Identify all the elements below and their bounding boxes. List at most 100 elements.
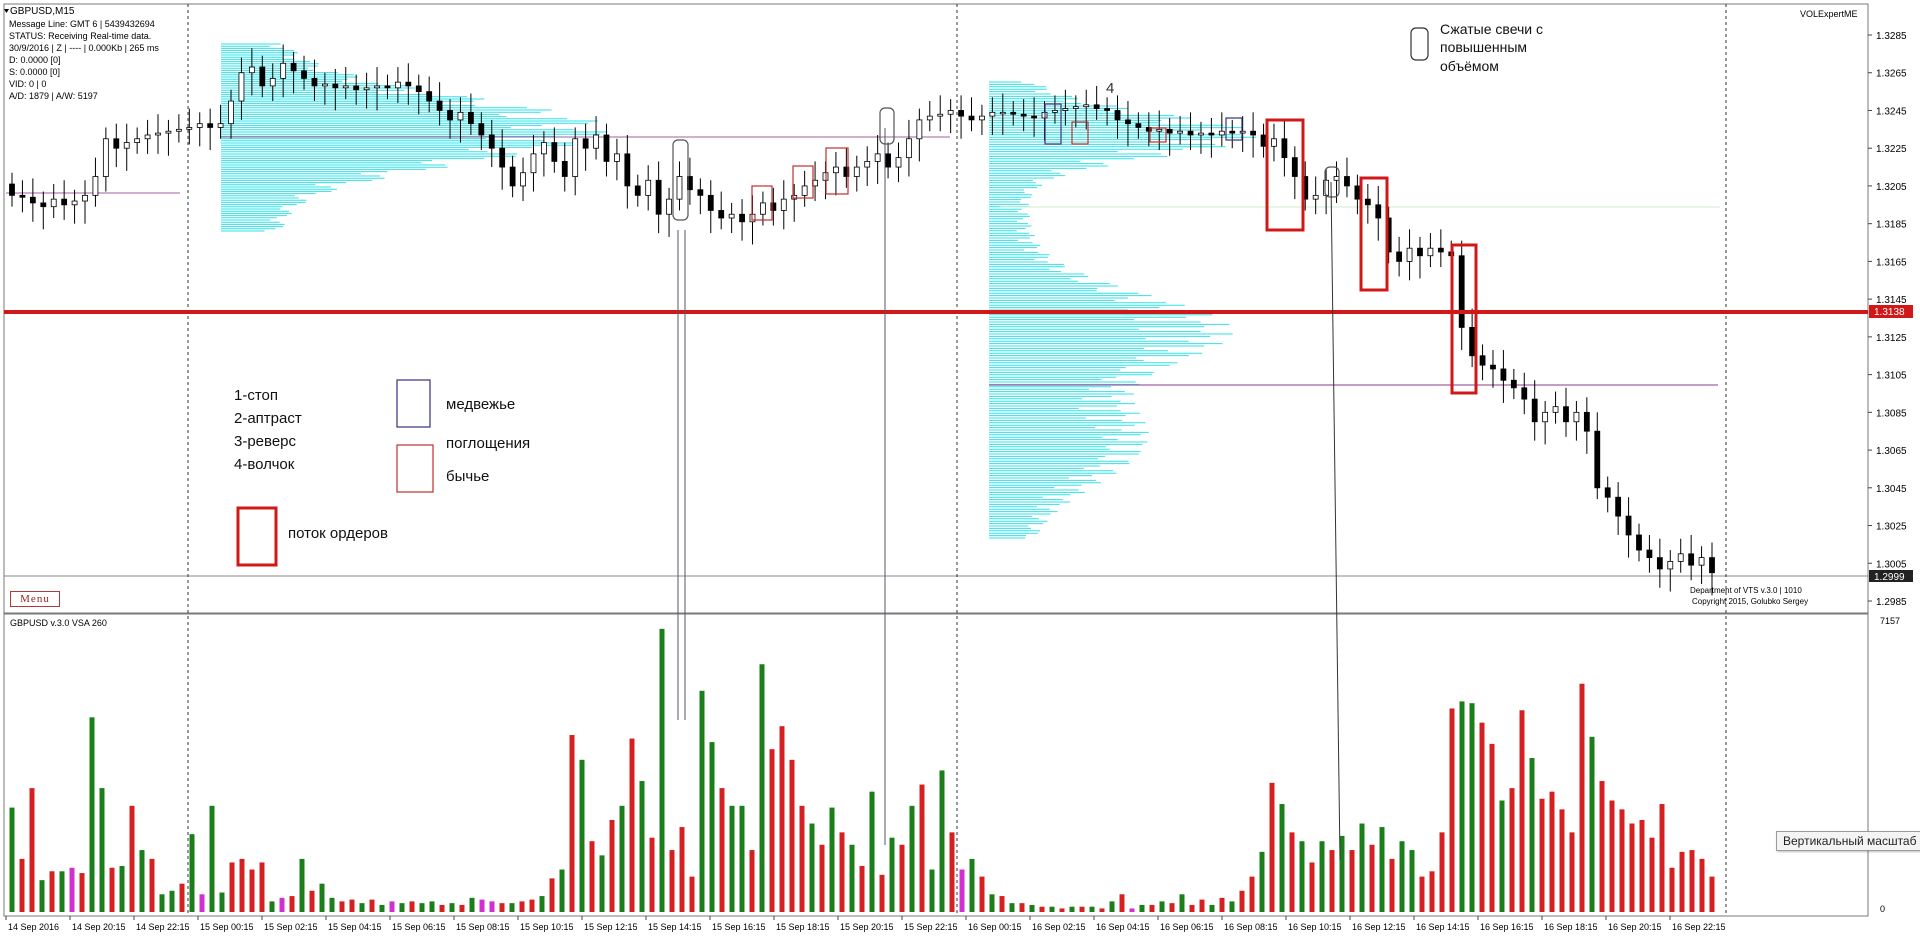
time-tick-label: 16 Sep 06:15: [1160, 922, 1214, 932]
volume-bar: [319, 883, 325, 912]
price-tick-label: 1.3265: [1876, 69, 1907, 80]
volume-bar: [1399, 841, 1405, 912]
volume-bar: [79, 873, 85, 912]
volume-bar: [619, 805, 625, 912]
time-tick-label: 16 Sep 20:15: [1608, 922, 1662, 932]
volume-bar: [779, 726, 785, 912]
time-tick-label: 16 Sep 08:15: [1224, 922, 1278, 932]
candle-body: [499, 147, 506, 168]
time-tick-label: 16 Sep 00:15: [968, 922, 1022, 932]
volume-bar: [1439, 832, 1445, 912]
candle-body: [937, 113, 944, 117]
candle-body: [1354, 185, 1361, 200]
price-tick-label: 1.3125: [1876, 333, 1907, 344]
volume-bar: [1549, 791, 1555, 912]
volume-bar: [1079, 906, 1085, 912]
price-tick-label: 1.3225: [1876, 144, 1907, 155]
volume-panel-frame: [3, 613, 1869, 917]
candle-body: [1208, 132, 1215, 136]
candle-body: [530, 153, 537, 174]
price-tick-label: 1.3245: [1876, 106, 1907, 117]
volume-bar: [1209, 904, 1215, 912]
volume-bar: [679, 827, 685, 912]
volume-bar: [689, 876, 695, 912]
volume-bar: [229, 862, 235, 912]
candle-body: [551, 142, 558, 162]
annotation-box: [1450, 243, 1478, 395]
candle-body: [1218, 130, 1225, 136]
legend-item-spin: 4-волчок: [234, 456, 295, 473]
candle-body: [780, 198, 787, 211]
candle-body: [1312, 194, 1319, 200]
volume-bar: [1689, 850, 1695, 912]
volume-bar: [1269, 782, 1275, 912]
candle-body: [384, 85, 391, 89]
candle-body: [1333, 176, 1340, 181]
candle-body: [467, 111, 474, 125]
volume-bar: [109, 867, 115, 912]
legend-item-reverse: 3-реверс: [234, 433, 297, 450]
volume-bar: [829, 807, 835, 912]
candle-body: [853, 166, 860, 177]
volume-bar: [329, 897, 335, 912]
annotation-box: [879, 107, 895, 145]
last-price-tag: [1869, 570, 1913, 582]
candle-body: [999, 111, 1006, 115]
volume-bar: [1059, 908, 1065, 912]
time-tick-label: 16 Sep 12:15: [1352, 922, 1406, 932]
candle-body: [1260, 134, 1267, 147]
status-line: S: 0.0000 [0]: [9, 67, 60, 77]
price-tick-label: 1.3205: [1876, 182, 1907, 193]
volume-bar: [349, 899, 355, 912]
candle-body: [259, 66, 266, 87]
candle-body: [1698, 557, 1705, 566]
candle-body: [707, 194, 714, 211]
candle-body: [1177, 130, 1183, 134]
candle-body: [1104, 108, 1110, 111]
compressed-label-line-1: Сжатые свечи с: [1440, 21, 1543, 37]
volume-bar: [1239, 890, 1245, 912]
candle-body: [770, 202, 777, 211]
volume-bar: [1289, 832, 1295, 912]
volume-bar: [209, 805, 215, 912]
candle-body: [1604, 487, 1611, 498]
volume-bar: [859, 865, 865, 912]
candle-body: [1500, 368, 1507, 381]
volume-bar: [279, 897, 285, 912]
volume-bar: [1279, 804, 1285, 912]
volume-bar: [1309, 862, 1315, 912]
candle-body: [82, 194, 88, 202]
candle-body: [843, 166, 850, 177]
volume-bar: [749, 850, 755, 912]
candle-body: [1020, 113, 1027, 117]
volume-bar: [1109, 901, 1115, 912]
candle-body: [1573, 411, 1580, 423]
candle-body: [50, 198, 57, 208]
candle-body: [916, 119, 923, 140]
candle-body: [1552, 406, 1559, 413]
volume-bar: [1559, 809, 1565, 912]
candle-body: [1427, 247, 1434, 257]
candle-body: [1406, 247, 1413, 262]
volume-bar: [149, 858, 155, 912]
legend-orderflow-box: [236, 506, 278, 567]
menu-button[interactable]: Menu: [10, 591, 60, 607]
price-tick-label: 1.3025: [1876, 522, 1907, 533]
legend-bear-label: медвежье: [446, 396, 515, 413]
connector-line: [1330, 181, 1341, 861]
dropdown-arrow-icon[interactable]: [4, 9, 9, 13]
volume-bar: [1299, 841, 1305, 912]
candle-body: [1656, 557, 1663, 570]
candle-body: [207, 123, 214, 128]
status-line: D: 0.0000 [0]: [9, 55, 61, 65]
volume-bar: [989, 894, 995, 912]
price-tick-label: 1.3065: [1876, 446, 1907, 457]
volume-bar: [119, 865, 125, 912]
candle-body: [1625, 515, 1632, 536]
candle-body: [1688, 553, 1695, 566]
volume-bar: [839, 832, 845, 912]
current-price-tag: [1869, 305, 1913, 318]
volume-bar: [649, 837, 655, 912]
